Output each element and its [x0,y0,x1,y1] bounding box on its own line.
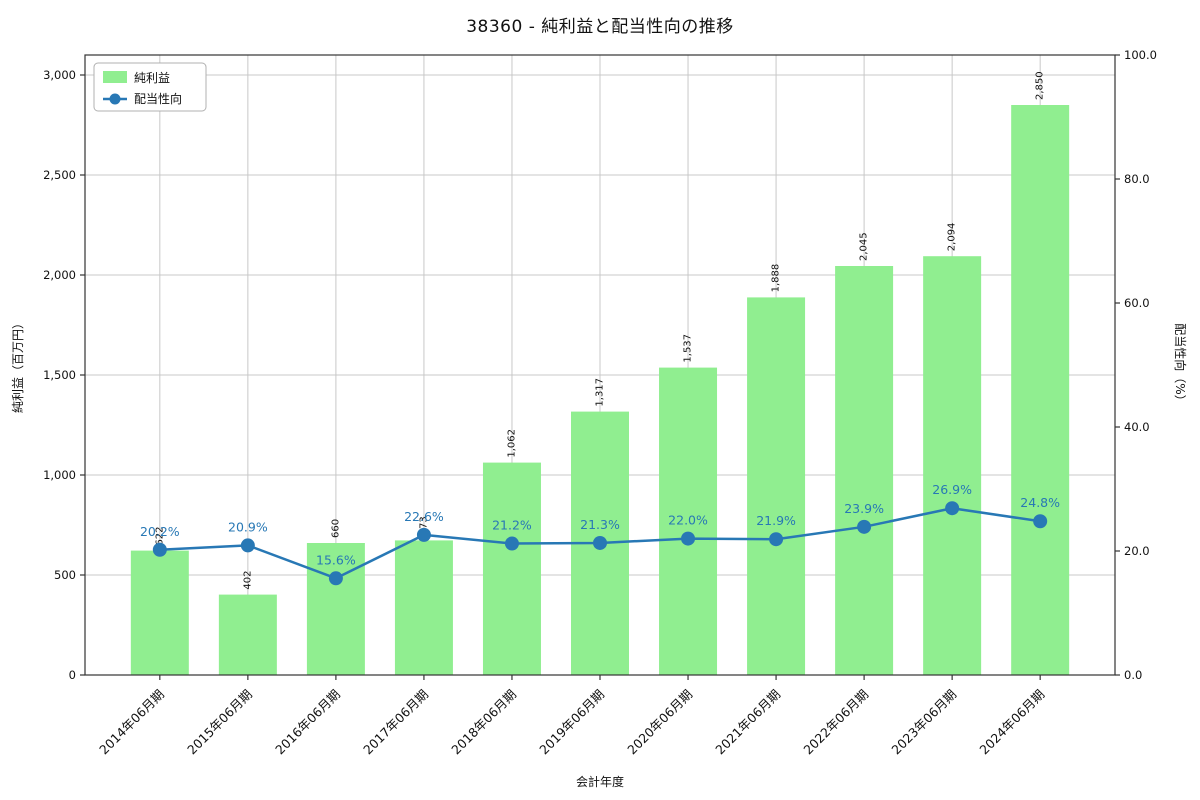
x-tick-label: 2019年06月期 [536,687,607,758]
bar-value-label: 1,537 [683,334,694,363]
legend-label-line: 配当性向 [134,91,182,106]
line-point-label: 26.9% [932,482,972,497]
legend-label-bar: 純利益 [134,71,170,85]
bar [923,256,982,675]
line-point [1033,514,1048,529]
bar-value-label: 2,094 [947,223,958,252]
x-axis: 2014年06月期 2015年06月期 2016年06月期 2017年06月期 2018… [96,675,1047,757]
x-tick-label: 2015年06月期 [184,687,255,758]
x-tick-label: 2016年06月期 [272,687,343,758]
x-tick-label: 2022年06月期 [800,687,871,758]
bar [1011,105,1070,675]
bar [306,543,365,675]
line-point [681,531,696,546]
legend-marker [109,93,121,105]
line-point-label: 15.6% [316,552,356,567]
y-tick-label-right: 20.0 [1124,544,1150,558]
y-tick-label-right: 80.0 [1124,172,1150,186]
x-tick-label: 2024年06月期 [976,687,1047,758]
bar [659,367,718,675]
y-tick-label-left: 2,000 [43,268,76,282]
bar-value-label: 402 [242,571,253,590]
line-point-label: 21.9% [756,513,796,528]
y-tick-label-right: 0.0 [1124,668,1142,682]
line-point-label: 21.2% [492,518,532,533]
bar [747,297,806,675]
line-point [593,535,607,550]
bar [130,550,189,675]
line-point-labels: 20.2% 20.9% 15.6% 22.6% 21.2% 21.3% 22.0% 21.9%… [140,482,1060,567]
chart-title: 38360 - 純利益と配当性向の推移 [466,17,734,37]
line-point [857,519,872,534]
line-point-label: 21.3% [580,517,620,532]
bar-value-label: 2,045 [859,232,870,261]
x-tick-label: 2014年06月期 [96,687,167,758]
bar-value-label: 2,850 [1035,71,1046,100]
x-axis-label: 会計年度 [576,774,624,789]
line-point-label: 23.9% [844,501,884,516]
y-axis-left: 0 500 1,000 1,500 2,000 2,500 3,000 [43,68,85,682]
line-point-label: 22.6% [404,509,444,524]
y-tick-label-left: 2,500 [43,168,76,182]
line-point-label: 20.9% [228,519,268,534]
bar [482,462,541,675]
y-tick-label-right: 60.0 [1124,296,1150,310]
y-tick-label-left: 500 [54,568,76,582]
x-tick-label: 2023年06月期 [888,687,959,758]
y-axis-label-right: 配当性向（%） [1173,323,1188,406]
bar-value-labels: 622 402 660 673 1,062 1,317 1,537 1,888 2,045 2,0… [154,71,1045,589]
line-point [152,542,167,557]
line-point-label: 20.2% [140,524,180,539]
bar-value-label: 673 [418,516,429,535]
line-point [328,571,343,586]
x-tick-label: 2017年06月期 [360,687,431,758]
bar-value-label: 622 [154,527,165,546]
bar [835,266,894,675]
bar-series [130,105,1070,675]
x-tick-label: 2018年06月期 [448,687,519,758]
y-tick-label-left: 1,500 [43,368,76,382]
line-markers [152,501,1048,586]
line-point [504,536,519,551]
bar-value-label: 1,317 [595,378,606,407]
y-tick-label-left: 0 [69,668,76,682]
legend-swatch-bar [103,71,127,83]
x-tick-label: 2021年06月期 [712,687,783,758]
line-point-label: 22.0% [668,513,708,528]
bar [394,540,453,675]
y-axis-label-left: 純利益（百万円） [11,317,25,413]
bar [218,594,277,675]
y-tick-label-right: 40.0 [1124,420,1150,434]
x-tick-label: 2020年06月期 [624,687,695,758]
line-point-label: 24.8% [1020,495,1060,510]
bar-value-label: 1,062 [506,429,517,458]
y-tick-label-right: 100.0 [1124,48,1157,62]
line-point [416,527,431,542]
y-tick-label-left: 3,000 [43,68,76,82]
line-point [240,538,255,553]
bar-value-label: 1,888 [771,264,782,293]
bar-value-label: 660 [330,519,341,538]
y-tick-label-left: 1,000 [43,468,76,482]
y-axis-right: 0.0 20.0 40.0 60.0 80.0 100.0 [1115,48,1157,682]
line-point [945,501,960,516]
line-point [769,532,784,547]
